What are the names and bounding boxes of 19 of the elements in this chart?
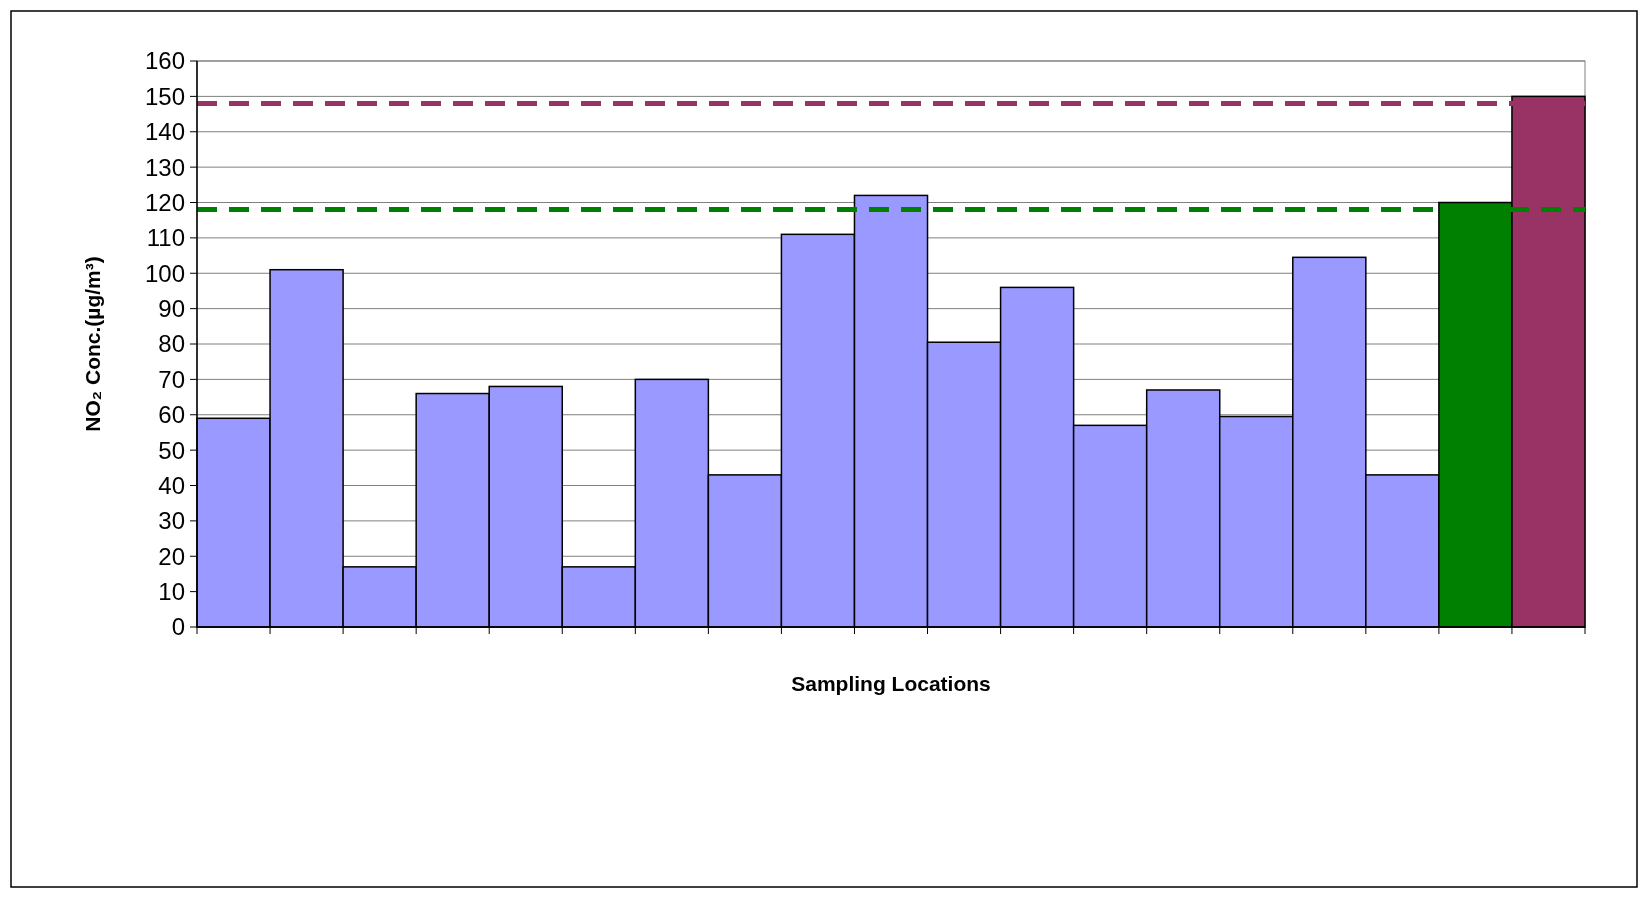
y-tick-label: 80 xyxy=(158,330,185,358)
y-tick-label: 50 xyxy=(158,436,185,464)
y-tick-label: 70 xyxy=(158,365,185,393)
y-axis-title: NO₂ Conc.(µg/m³) xyxy=(81,256,104,432)
y-tick-label: 60 xyxy=(158,401,185,429)
y-tick-label: 90 xyxy=(158,295,185,323)
y-tick-label: 130 xyxy=(144,153,185,181)
y-tick-label: 40 xyxy=(158,471,185,499)
y-tick-label: 160 xyxy=(144,47,185,75)
y-tick-label: 100 xyxy=(144,259,185,287)
y-tick-label: 20 xyxy=(158,542,185,570)
y-tick-label: 140 xyxy=(144,118,185,146)
y-tick-label: 10 xyxy=(158,578,185,606)
y-tick-label: 110 xyxy=(146,224,185,252)
y-tick-label: 30 xyxy=(158,507,185,535)
y-tick-label: 0 xyxy=(171,613,185,641)
x-axis-title: Sampling Locations xyxy=(791,672,991,695)
y-tick-label: 150 xyxy=(144,82,185,110)
y-tick-label: 120 xyxy=(144,188,185,216)
